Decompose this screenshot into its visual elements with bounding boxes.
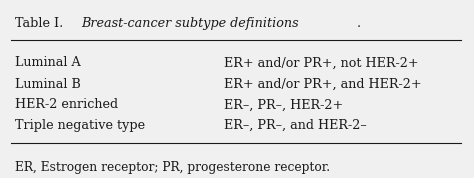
- Text: Triple negative type: Triple negative type: [15, 119, 146, 132]
- Text: .: .: [356, 17, 361, 30]
- Text: ER+ and/or PR+, and HER-2+: ER+ and/or PR+, and HER-2+: [224, 78, 422, 91]
- Text: ER–, PR–, HER-2+: ER–, PR–, HER-2+: [224, 98, 344, 111]
- Text: Luminal B: Luminal B: [15, 78, 81, 91]
- Text: ER, Estrogen receptor; PR, progesterone receptor.: ER, Estrogen receptor; PR, progesterone …: [15, 161, 330, 174]
- Text: Luminal A: Luminal A: [15, 56, 81, 69]
- Text: HER-2 enriched: HER-2 enriched: [15, 98, 118, 111]
- Text: ER–, PR–, and HER-2–: ER–, PR–, and HER-2–: [224, 119, 367, 132]
- Text: ER+ and/or PR+, not HER-2+: ER+ and/or PR+, not HER-2+: [224, 56, 419, 69]
- Text: Table I.: Table I.: [15, 17, 68, 30]
- Text: Breast-cancer subtype definitions: Breast-cancer subtype definitions: [82, 17, 299, 30]
